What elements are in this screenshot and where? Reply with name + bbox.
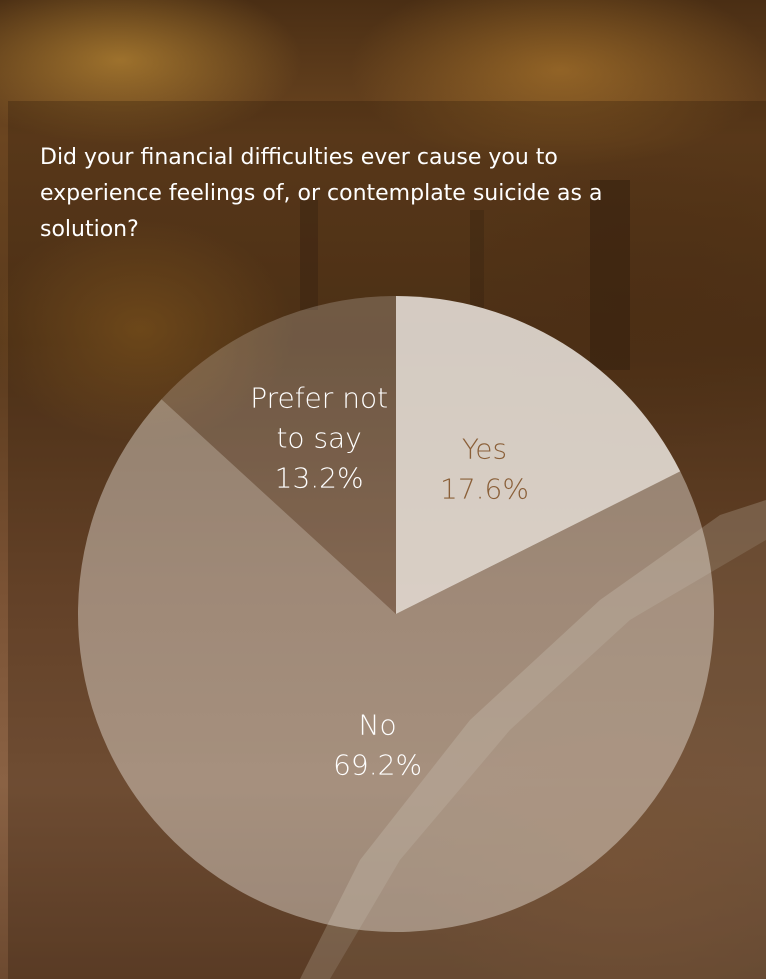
pie-slice — [78, 399, 715, 933]
pie-slice-category-label: No — [359, 708, 397, 741]
pie-slice-percent-label: 13.2% — [275, 461, 364, 494]
pie-slice-percent-label: 17.6% — [440, 473, 529, 506]
pie-slice-category-label: Yes — [462, 433, 507, 466]
pie-slice — [161, 296, 396, 614]
question-title: Did your financial difficulties ever cau… — [40, 145, 603, 242]
pie-slice — [396, 296, 681, 614]
content-panel — [8, 101, 766, 979]
pie-slice-category-label: Prefer not — [250, 381, 388, 414]
pie-slice-category-label: to say — [276, 421, 361, 454]
pie-slice-percent-label: 69.2% — [333, 748, 422, 781]
